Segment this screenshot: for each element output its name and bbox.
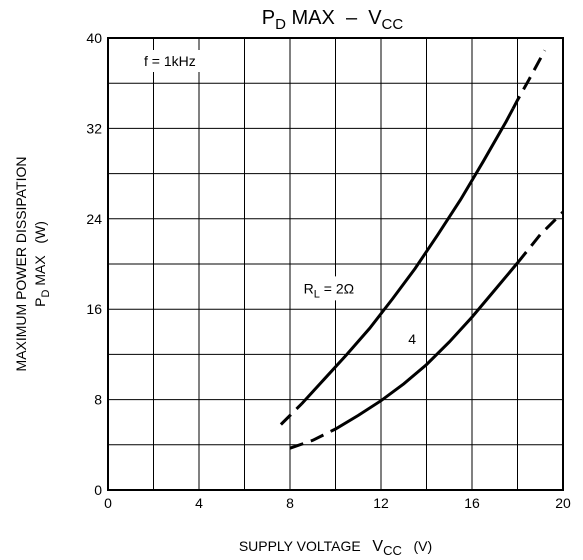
series-rl2-solid [300,107,515,406]
x-tick-label: 16 [464,495,480,511]
x-axis-label: SUPPLY VOLTAGE VCC (V) [239,538,432,558]
x-axis-label-gap [361,538,373,554]
y-axis-label-sym-sub: D [40,290,52,298]
series-label-rl2-main: R [304,280,314,296]
annotation-text: f = 1kHz [144,53,196,69]
series-layer [279,49,565,450]
title-middle: MAX – V [286,7,382,29]
series-rl4-solid [330,261,519,433]
x-axis-label-text: SUPPLY VOLTAGE [239,538,361,554]
series-label-rl2-background [299,276,380,301]
annotation-box: f = 1kHz [138,50,214,72]
x-axis-label-sym: V [372,538,383,555]
annotation-background [138,50,214,72]
series-rl2-dashed-start [279,403,303,426]
series-label-rl2-sub: L [314,288,320,300]
x-tick-label: 12 [373,495,389,511]
x-axis-label-unit: (V) [414,538,433,554]
series-label-4: 4 [403,329,420,349]
y-tick-label: 0 [94,482,102,498]
y-tick-label: 8 [94,392,102,408]
x-axis-label-gap-2 [402,538,414,554]
series-rl4-dashed-start [289,429,332,450]
y-tick-label: 40 [86,30,102,46]
series-label-rl2: RL = 2Ω [299,276,380,301]
chart-title: PD MAX – VCC [262,7,404,33]
y-axis-label-line1: MAXIMUM POWER DISSIPATION [13,157,29,372]
y-tick-label: 32 [86,120,102,136]
x-tick-label: 20 [555,495,571,511]
series-label-4-background [403,329,420,349]
y-axis-label-line2: PD MAX (W) [32,221,52,307]
series-rl4-dashed-end [516,210,565,264]
title-prefix: P [262,7,275,29]
y-tick-label: 24 [86,211,102,227]
series-label-rl2-rest: = 2Ω [320,280,354,296]
series-rl2-dashed-end [511,49,547,110]
x-tick-label: 4 [195,495,203,511]
y-axis-label-rest: MAX (W) [32,221,48,289]
y-tick-label: 16 [86,301,102,317]
series-label-rl2-text: RL = 2Ω [304,280,354,300]
plot-frame [107,37,564,491]
tick-layer: 0 4 8 12 16 20 0 8 16 24 32 40 [86,30,571,511]
y-axis-label-sym: P [32,298,48,307]
series-label-4-text: 4 [408,331,416,347]
x-axis-label-sym-sub: CC [383,543,402,558]
title-suffix-sub: CC [382,16,404,33]
grid-layer [108,38,563,490]
x-tick-label: 0 [104,495,112,511]
x-tick-label: 8 [286,495,294,511]
title-prefix-sub: D [275,16,286,33]
